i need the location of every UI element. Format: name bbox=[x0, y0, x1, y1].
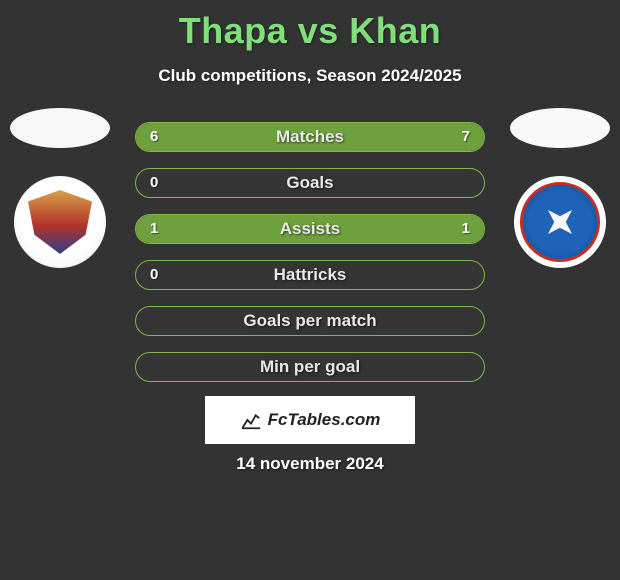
stat-label: Matches bbox=[136, 123, 484, 151]
stat-value-left: 0 bbox=[150, 261, 158, 289]
stat-value-left: 1 bbox=[150, 215, 158, 243]
stat-label: Min per goal bbox=[136, 353, 484, 381]
player-left-photo-placeholder bbox=[10, 108, 110, 148]
stat-label: Hattricks bbox=[136, 261, 484, 289]
stat-value-right: 1 bbox=[462, 215, 470, 243]
player-left-panel bbox=[0, 108, 120, 268]
stat-label: Goals bbox=[136, 169, 484, 197]
stat-row: Assists1 1 bbox=[135, 214, 485, 244]
club-badge-right bbox=[514, 176, 606, 268]
brand-footer[interactable]: FcTables.com bbox=[205, 396, 415, 444]
player1-name: Thapa bbox=[179, 10, 288, 51]
stat-label: Assists bbox=[136, 215, 484, 243]
snapshot-date: 14 november 2024 bbox=[0, 454, 620, 474]
stats-comparison: Matches67Goals0Assists11Hattricks0Goals … bbox=[135, 122, 485, 398]
player2-name: Khan bbox=[349, 10, 441, 51]
page-title: Thapa vs Khan bbox=[0, 0, 620, 52]
stat-value-right: 7 bbox=[462, 123, 470, 151]
stat-row: Min per goal bbox=[135, 352, 485, 382]
stat-row: Goals per match bbox=[135, 306, 485, 336]
stat-row: Hattricks0 bbox=[135, 260, 485, 290]
stat-value-left: 0 bbox=[150, 169, 158, 197]
stat-row: Goals0 bbox=[135, 168, 485, 198]
competition-subtitle: Club competitions, Season 2024/2025 bbox=[0, 66, 620, 86]
stat-value-left: 6 bbox=[150, 123, 158, 151]
brand-label: FcTables.com bbox=[268, 410, 381, 430]
vs-separator: vs bbox=[298, 10, 339, 51]
player-right-panel bbox=[500, 108, 620, 268]
club-badge-left bbox=[14, 176, 106, 268]
chart-icon bbox=[240, 409, 262, 431]
stat-row: Matches6 7 bbox=[135, 122, 485, 152]
player-right-photo-placeholder bbox=[510, 108, 610, 148]
stat-label: Goals per match bbox=[136, 307, 484, 335]
